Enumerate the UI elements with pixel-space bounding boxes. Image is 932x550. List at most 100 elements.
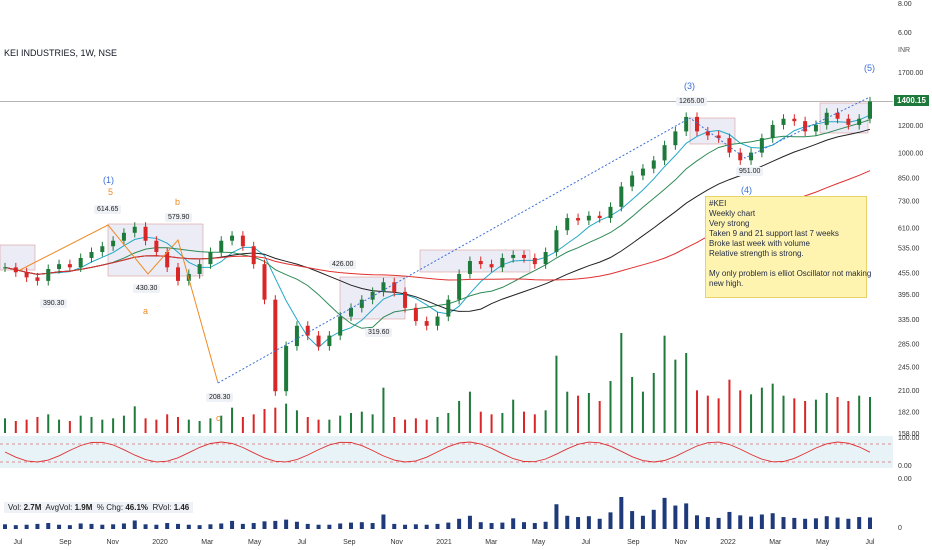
volume-bar — [198, 421, 201, 433]
volume-legend: Vol: 2.7M AvgVol: 1.9M % Chg: 46.1% RVol… — [4, 502, 194, 513]
volume-panel-bar — [435, 523, 440, 529]
volume-bar — [663, 335, 666, 433]
volume-panel-bar — [662, 497, 667, 529]
candle-body — [403, 291, 408, 308]
volume-panel-bar — [619, 497, 624, 529]
vol-axis-tick: 0 — [898, 525, 902, 532]
candle-body — [543, 251, 548, 265]
candle-body — [857, 118, 862, 125]
volume-bar — [674, 359, 677, 433]
volume-bar — [544, 410, 547, 433]
candle-body — [597, 215, 602, 219]
volume-panel-bar — [554, 504, 559, 529]
volume-panel-bar — [500, 522, 505, 529]
x-tick-label: Sep — [627, 539, 640, 546]
candle-body — [154, 240, 159, 252]
volume-bar — [696, 390, 698, 433]
volume-panel-bar — [813, 518, 818, 529]
candle-body — [662, 145, 667, 161]
candle-body — [230, 235, 235, 241]
volume-panel-bar — [857, 517, 862, 529]
volume-panel-bar — [251, 523, 256, 529]
candle-body — [824, 112, 829, 125]
volume-bar — [25, 419, 28, 433]
x-tick-label: May — [532, 539, 546, 546]
volume-bar — [771, 383, 774, 433]
volume-bar — [133, 406, 136, 433]
candle-body — [349, 307, 353, 317]
candle-body — [813, 124, 818, 132]
x-tick-label: Sep — [59, 539, 72, 546]
candle-body — [478, 261, 483, 265]
y-tick-label: 158.00 — [898, 431, 920, 438]
volume-panel-bar — [543, 521, 548, 529]
price-tag-614: 614.65 — [94, 205, 122, 214]
volume-panel-bar — [770, 513, 775, 529]
candle-body — [35, 277, 40, 281]
candle-body — [381, 282, 386, 292]
candle-body — [13, 267, 18, 273]
volume-panel-bar — [24, 524, 29, 529]
volume-bar — [68, 421, 71, 433]
volume-bar — [382, 387, 385, 433]
volume-bar — [566, 391, 569, 433]
candle-body — [57, 264, 62, 269]
volume-bar — [836, 397, 839, 433]
volume-panel-bar — [576, 517, 581, 529]
volume-panel-bar — [121, 523, 126, 529]
candle-body — [576, 218, 581, 221]
y-tick-label: 182.00 — [898, 410, 920, 417]
volume-panel-bar — [705, 517, 710, 529]
volume-bar — [177, 417, 179, 433]
volume-bar — [101, 419, 104, 433]
note-line: Relative strength is strong. — [709, 249, 804, 258]
volume-bar — [512, 399, 515, 433]
volume-bar — [306, 417, 309, 433]
candle-body — [608, 206, 613, 219]
volume-panel-bar — [403, 524, 408, 529]
volume-bar — [209, 418, 212, 433]
candle-body — [500, 257, 505, 268]
candle-body — [727, 138, 732, 153]
volume-panel-bar — [381, 514, 386, 529]
candle-body — [240, 235, 245, 247]
x-tick-label: Mar — [201, 539, 214, 546]
volume-panel-bar — [651, 509, 656, 529]
volume-bar — [706, 395, 709, 433]
avgvol-value: 1.9M — [74, 503, 93, 512]
volume-bar — [425, 419, 428, 433]
volume-bar — [328, 419, 331, 433]
volume-panel-bar — [349, 522, 353, 529]
candle-body — [111, 240, 116, 247]
volume-bar — [609, 381, 612, 433]
osc-axis-tick: 0.00 — [898, 476, 912, 483]
candle-body — [316, 335, 321, 347]
volume-panel-bar — [219, 523, 224, 529]
volume-panel-bar — [78, 523, 83, 529]
volume-bar — [447, 413, 450, 433]
y-tick-label: 395.00 — [898, 292, 920, 299]
price-tag-430: 430.30 — [133, 284, 161, 293]
volume-panel-bar — [57, 524, 62, 529]
candle-body — [705, 131, 710, 136]
volume-bar — [641, 391, 644, 433]
volume-panel-bar — [327, 524, 332, 529]
volume-panel-bar — [424, 524, 429, 529]
y-tick-label: 455.00 — [898, 270, 920, 277]
candle-body — [554, 230, 559, 252]
volume-bar — [220, 415, 223, 433]
volume-panel-bar — [792, 517, 797, 529]
volume-panel-bar — [835, 517, 840, 529]
candle-body — [359, 299, 364, 308]
x-tick-label: May — [816, 539, 830, 546]
candle-body — [305, 325, 310, 336]
volume-bar — [458, 401, 461, 433]
candle-body — [435, 316, 440, 326]
vol-value: 2.7M — [23, 503, 42, 512]
wave-c-label: c — [216, 413, 221, 423]
last-price-badge: 1400.15 — [894, 95, 929, 106]
volume-bar — [533, 414, 536, 433]
volume-panel-bar — [608, 512, 613, 529]
candle-body — [511, 254, 516, 258]
